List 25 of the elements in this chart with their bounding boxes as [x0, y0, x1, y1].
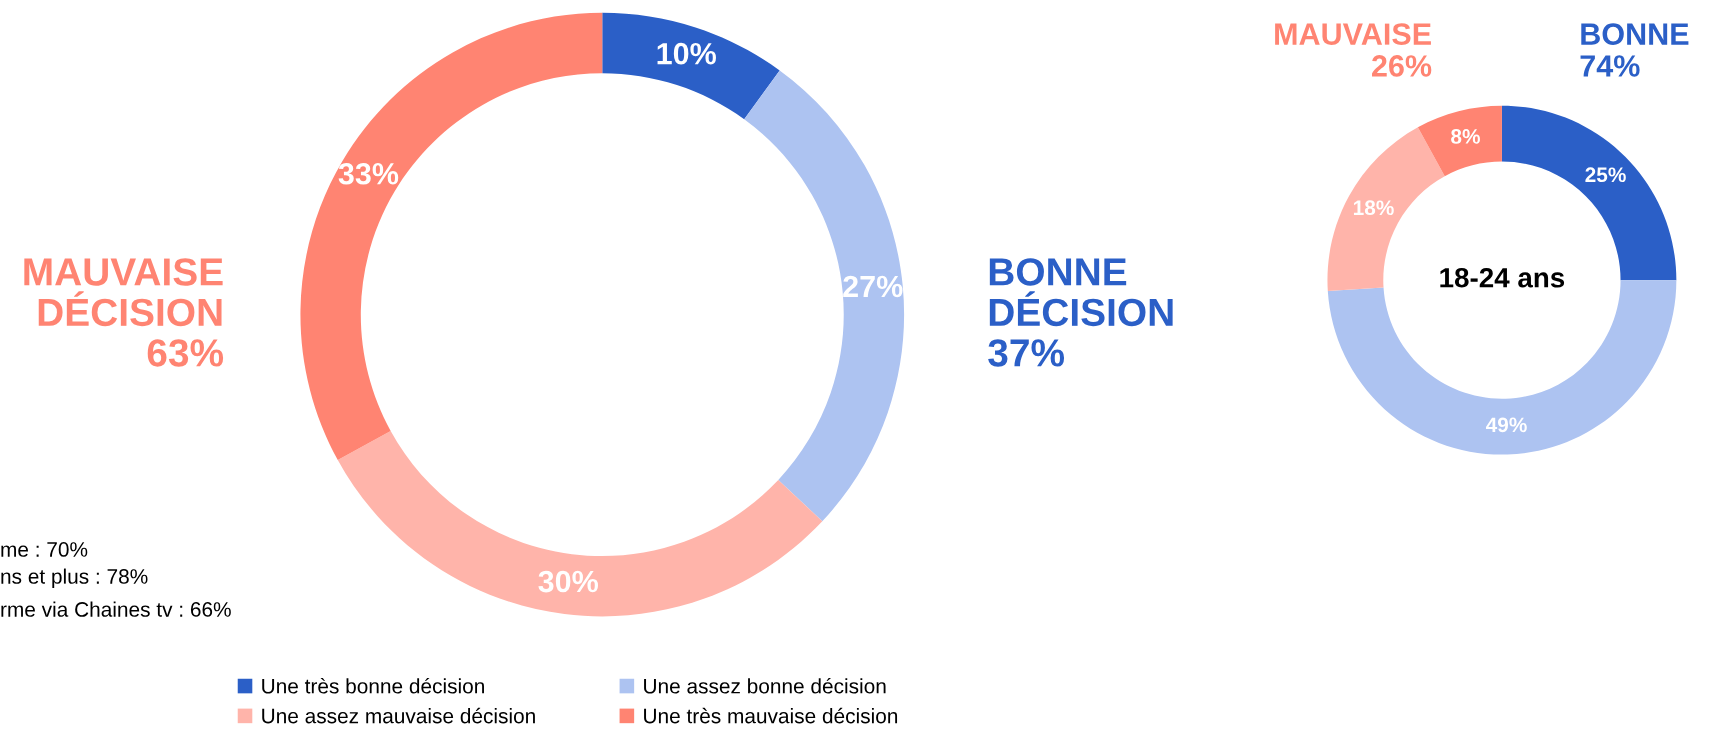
legend-label: Une très mauvaise décision — [644, 707, 898, 724]
data-label: 27% — [843, 275, 903, 298]
data-label: 49% — [1485, 417, 1527, 433]
data-label: 18% — [1353, 200, 1394, 216]
text: BONNE DÉCISION 37% — [988, 258, 1173, 367]
donut-slice — [602, 12, 780, 120]
legend-label: Une assez bonne décision — [644, 678, 886, 694]
donut-slice — [300, 12, 603, 461]
data-label: 8% — [1451, 129, 1480, 144]
legend-label: Une très bonne décision — [262, 678, 484, 694]
text: MAUVAISE DÉCISION 63% — [24, 258, 224, 367]
donut-slice — [337, 430, 823, 617]
text: 18-24 ans — [1440, 267, 1565, 288]
donut-slice — [744, 70, 905, 522]
data-label: 25% — [1585, 167, 1626, 183]
text: MAUVAISE 26% — [1275, 23, 1432, 77]
donut-slice — [1417, 105, 1502, 177]
text: ns et plus : 78% — [1, 568, 148, 588]
legend-label: Une assez mauvaise décision — [262, 707, 535, 724]
text: rme via Chaines tv : 66% — [1, 601, 231, 617]
data-label: 33% — [338, 162, 399, 185]
text: BONNE 74% — [1580, 23, 1689, 77]
text: me : 70% — [1, 542, 88, 557]
data-label: 10% — [657, 42, 716, 65]
data-label: 30% — [538, 570, 598, 593]
